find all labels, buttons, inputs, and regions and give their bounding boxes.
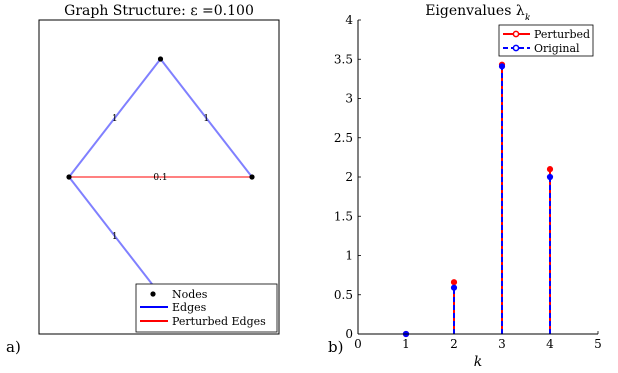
- y-tick-label: 0: [345, 327, 353, 341]
- edge-weight-label: 1: [112, 232, 118, 242]
- graph-legend: Nodes Edges Perturbed Edges: [135, 283, 278, 333]
- legend-nodes-label: Nodes: [172, 288, 208, 301]
- edge-1: [159, 58, 253, 178]
- y-tick-label: 4: [345, 13, 353, 27]
- y-tick-label: 0.5: [334, 288, 353, 302]
- y-tick-label: 2: [345, 170, 353, 184]
- legend-perturbed-label: Perturbed: [534, 28, 590, 41]
- y-tick-label: 3: [345, 92, 353, 106]
- graph-edges: 1 1 1 0.1: [68, 58, 253, 296]
- x-tick-label: 4: [546, 337, 554, 351]
- original-marker-3: [498, 63, 506, 70]
- eigen-plot-area: [358, 20, 598, 334]
- x-axis-label: k: [474, 354, 482, 370]
- graph-title: Graph Structure: ε =0.100: [64, 3, 254, 19]
- graph-node: [157, 56, 164, 62]
- legend-original-marker: [512, 44, 520, 52]
- y-tick-label: 3.5: [334, 52, 353, 66]
- perturbed-marker-4: [546, 166, 554, 173]
- x-tick-label: 2: [450, 337, 458, 351]
- legend-perturbed-edges-label: Perturbed Edges: [172, 315, 266, 328]
- eigen-legend: Perturbed Original: [498, 24, 594, 57]
- legend-edges-label: Edges: [172, 301, 207, 314]
- original-marker-4: [546, 173, 554, 181]
- panel-b-label: b): [328, 338, 343, 356]
- graph-node: [249, 174, 255, 180]
- graph-node: [66, 174, 72, 180]
- original-marker-2: [450, 284, 458, 291]
- legend-node-swatch: [150, 291, 156, 297]
- panel-a-label: a): [6, 338, 21, 356]
- edge-weight-label: 1: [203, 114, 209, 124]
- legend-perturbed-marker: [512, 30, 520, 38]
- y-tick-label: 1: [345, 249, 353, 263]
- eigen-stems: [402, 61, 554, 338]
- legend-original-label: Original: [534, 42, 580, 55]
- eigen-panel: Eigenvalues λk 0 1 2 3 4 5 0 0.5 1 1.5 2 2.5 3 3.5 4 k…: [328, 3, 602, 370]
- edge-0: [68, 58, 162, 178]
- eigen-title: Eigenvalues λk: [425, 3, 531, 24]
- perturbed-marker-2: [450, 279, 458, 286]
- y-tick-label: 1.5: [334, 209, 353, 223]
- x-tick-label: 1: [402, 337, 410, 351]
- edge-weight-label: 0.1: [153, 173, 167, 183]
- edge-weight-label: 1: [112, 114, 118, 124]
- x-tick-label: 3: [498, 337, 506, 351]
- graph-panel: Graph Structure: ε =0.100 1 1 1 0.1 Nodes E…: [6, 3, 280, 356]
- x-tick-label: 0: [354, 337, 362, 351]
- y-tick-label: 2.5: [334, 131, 353, 145]
- edge-2: [68, 176, 162, 296]
- eigen-ticks: 0 1 2 3 4 5 0 0.5 1 1.5 2 2.5 3 3.5 4: [334, 13, 602, 351]
- x-tick-label: 5: [594, 337, 602, 351]
